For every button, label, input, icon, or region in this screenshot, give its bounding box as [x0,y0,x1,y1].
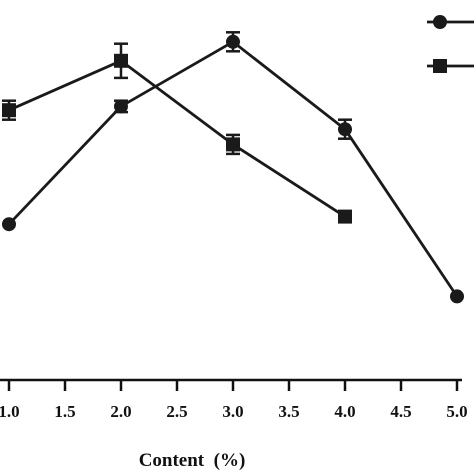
x-tick-label: 1.0 [0,402,20,421]
series-1 [2,31,464,304]
legend-marker-square [433,59,447,73]
x-tick-label: 3.0 [222,402,243,421]
x-axis [0,378,462,391]
data-point-circle [450,289,464,304]
legend [427,15,474,73]
legend-marker-circle [433,15,447,29]
data-point-square [2,103,16,118]
data-point-square [226,137,240,152]
series-2-line [8,59,346,218]
x-tick-label: 3.5 [278,402,299,421]
data-point-square [114,53,128,68]
data-point-circle [338,122,352,137]
x-tick-label: 2.0 [110,402,131,421]
x-tick-label: 4.0 [334,402,355,421]
data-point-square [338,209,352,224]
tick-labels: 1.0 1.5 2.0 2.5 3.0 3.5 4.0 4.5 5.0 [0,402,468,421]
x-tick-label: 1.5 [54,402,75,421]
x-tick-label: 4.5 [390,402,411,421]
x-tick-label: 5.0 [446,402,467,421]
series-2 [2,42,352,224]
x-axis-title: Content (%) [139,450,246,471]
data-point-circle [2,217,16,232]
series-group [2,31,464,304]
data-point-circle [226,34,240,49]
data-point-circle [114,99,128,114]
x-tick-label: 2.5 [166,402,187,421]
